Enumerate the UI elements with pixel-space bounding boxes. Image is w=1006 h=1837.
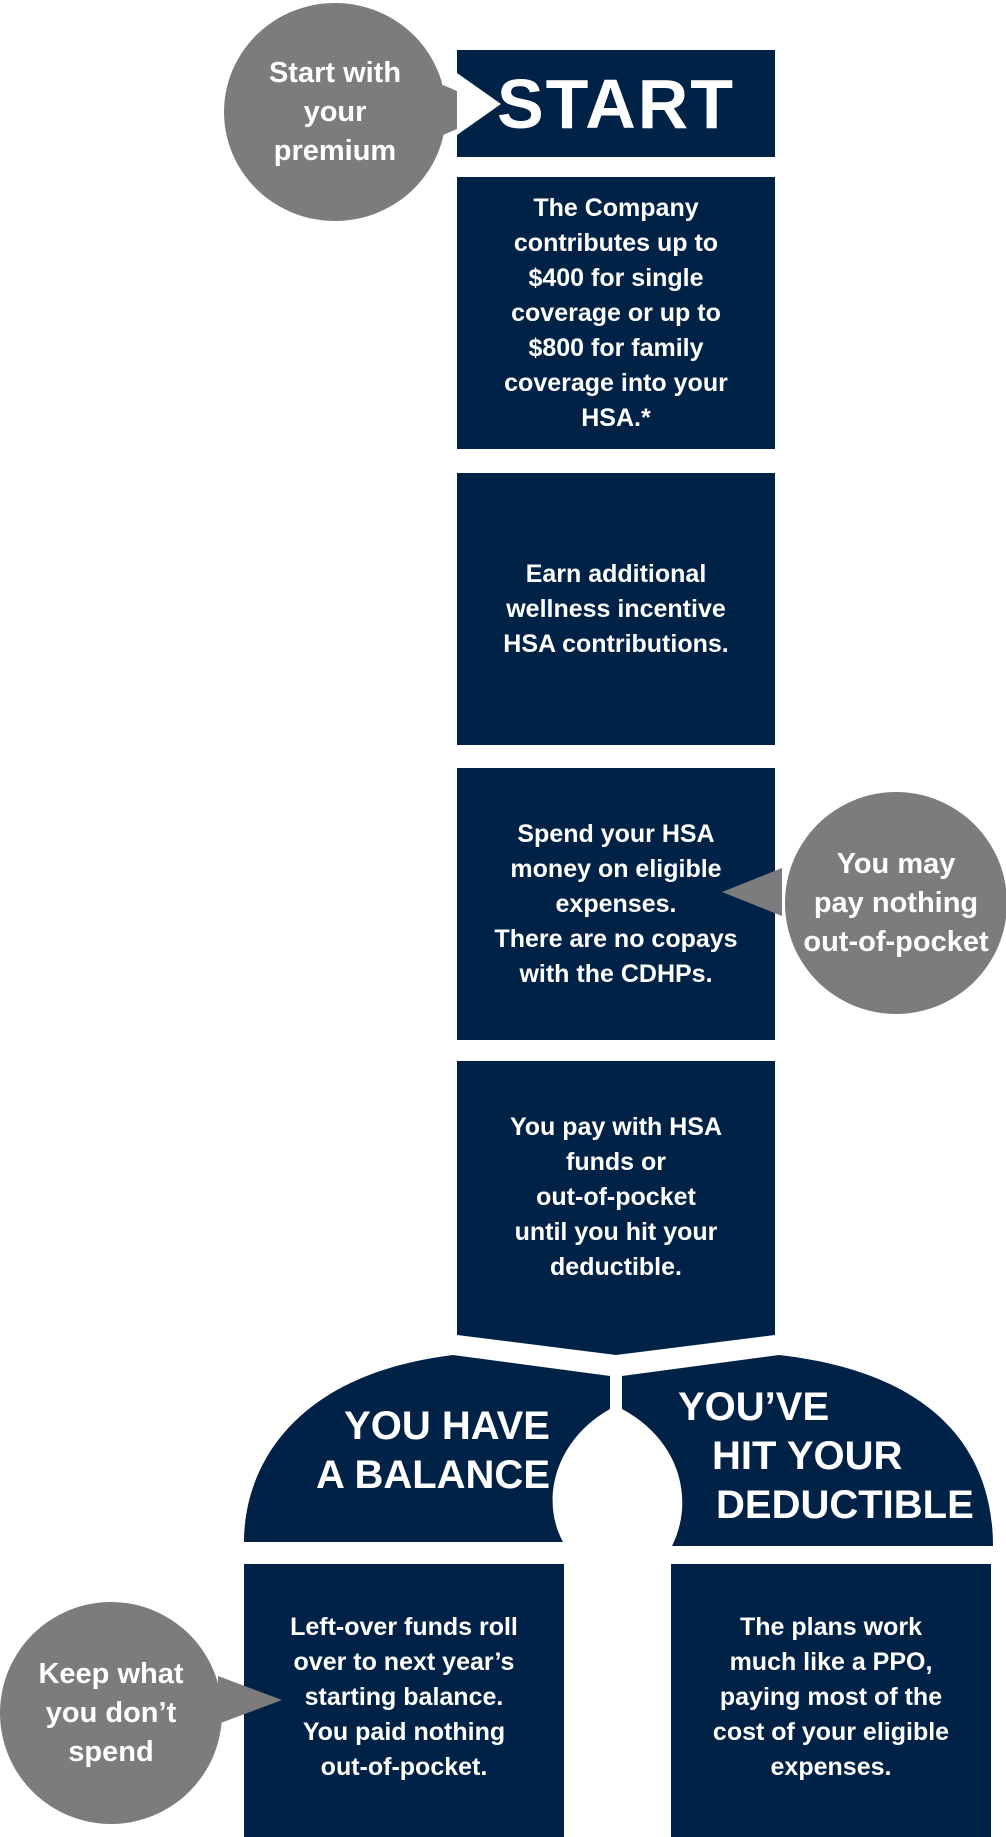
deductible-text-line-2: much like a PPO,: [729, 1648, 933, 1676]
step-company-contribution: The Company contributes up to $400 for s…: [457, 177, 775, 449]
deductible-detail-box: The plans work much like a PPO, paying m…: [671, 1564, 991, 1837]
start-box: START: [457, 50, 775, 157]
step-3-line-4: There are no copays: [494, 924, 738, 953]
step-wellness-incentive: Earn additional wellness incentive HSA c…: [457, 473, 775, 745]
balance-title-line-1: YOU HAVE: [344, 1404, 550, 1448]
keep-bubble-line-1: Keep what: [38, 1657, 184, 1690]
balance-text-line-5: out-of-pocket.: [320, 1753, 488, 1781]
start-bubble-line-2: your: [303, 95, 367, 128]
step-3-line-5: with the CDHPs.: [519, 959, 713, 988]
deductible-arch: [622, 1355, 993, 1546]
step-3-line-2: money on eligible: [510, 854, 722, 883]
deductible-text-line-3: paying most of the: [719, 1683, 943, 1711]
step-1-line-6: coverage into your: [504, 368, 728, 397]
balance-title-line-2: A BALANCE: [315, 1453, 550, 1497]
step-2-line-1: Earn additional: [525, 559, 707, 588]
balance-text-line-2: over to next year’s: [293, 1648, 515, 1676]
balance-detail-box: Left-over funds roll over to next year’s…: [244, 1564, 564, 1837]
nothing-bubble-line-1: You may: [836, 847, 956, 880]
keep-bubble-pointer: [218, 1676, 282, 1724]
deductible-text-line-1: The plans work: [740, 1613, 922, 1641]
step-4-line-5: deductible.: [550, 1252, 682, 1281]
balance-text-line-1: Left-over funds roll: [290, 1613, 518, 1641]
start-title: START: [496, 64, 736, 143]
step-3-line-3: expenses.: [555, 889, 677, 918]
balance-arch: [244, 1355, 610, 1542]
step-1-line-5: $800 for family: [528, 333, 704, 362]
deductible-title-line-2: HIT YOUR: [712, 1434, 903, 1478]
deductible-text-line-4: cost of your eligible: [712, 1718, 950, 1746]
nothing-bubble-pointer: [722, 868, 782, 916]
keep-bubble-line-3: spend: [68, 1735, 154, 1768]
step-3-line-1: Spend your HSA: [517, 819, 715, 848]
keep-what-you-dont-spend-bubble: Keep what you don’t spend: [0, 1602, 222, 1824]
step-1-line-1: The Company: [533, 193, 699, 222]
step-1-line-7: HSA.*: [581, 403, 651, 432]
step-1-line-2: contributes up to: [513, 228, 719, 257]
step-4-line-3: out-of-pocket: [536, 1182, 696, 1211]
step-1-line-4: coverage or up to: [511, 298, 721, 327]
step-4-line-2: funds or: [566, 1147, 666, 1176]
balance-branch-title: YOU HAVE A BALANCE: [260, 1402, 550, 1500]
pay-nothing-bubble: You may pay nothing out-of-pocket: [785, 792, 1006, 1014]
step-2-line-3: HSA contributions.: [503, 629, 729, 658]
start-box-notch: [457, 73, 501, 135]
step-4-bottom-chevron: [457, 1330, 775, 1355]
start-bubble-line-3: premium: [273, 134, 397, 167]
step-pay-until-deductible: You pay with HSA funds or out-of-pocket …: [457, 1061, 775, 1333]
step-4-line-1: You pay with HSA: [509, 1112, 723, 1141]
deductible-title-line-1: YOU’VE: [678, 1385, 830, 1429]
start-bubble-line-1: Start with: [268, 56, 402, 89]
balance-text-line-3: starting balance.: [304, 1683, 504, 1711]
balance-text-line-4: You paid nothing: [302, 1718, 506, 1746]
nothing-bubble-line-3: out-of-pocket: [803, 925, 989, 958]
nothing-bubble-line-2: pay nothing: [813, 886, 979, 919]
step-2-line-2: wellness incentive: [506, 594, 726, 623]
deductible-branch-title: YOU’VE HIT YOUR DEDUCTIBLE: [678, 1383, 974, 1530]
deductible-text-line-5: expenses.: [770, 1753, 892, 1781]
deductible-title-line-3: DEDUCTIBLE: [716, 1483, 974, 1527]
keep-bubble-line-2: you don’t: [45, 1696, 177, 1729]
start-with-premium-bubble: Start with your premium: [224, 3, 446, 221]
step-1-line-3: $400 for single: [528, 263, 704, 292]
step-4-line-4: until you hit your: [514, 1217, 718, 1246]
